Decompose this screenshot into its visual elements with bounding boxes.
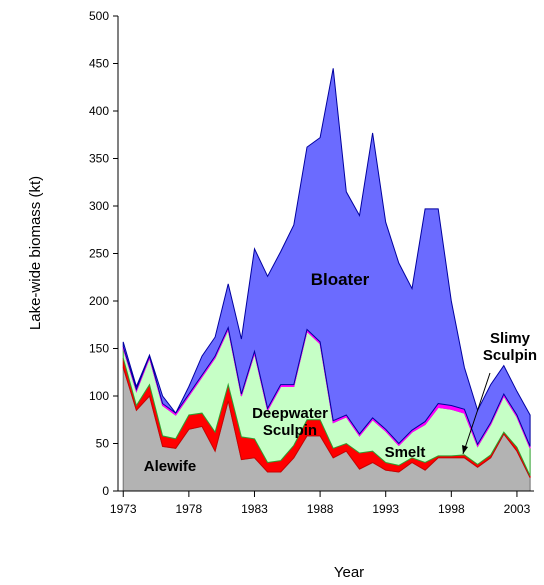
x-tick-label: 1973 (110, 502, 137, 516)
y-tick-label: 350 (89, 152, 109, 166)
x-tick-label: 1978 (176, 502, 203, 516)
series-label: Smelt (384, 444, 426, 461)
y-tick-label: 450 (89, 57, 109, 71)
y-tick-label: 300 (89, 199, 109, 213)
series-label: Slimy Sculpin (482, 330, 538, 364)
y-tick-label: 500 (89, 9, 109, 23)
y-tick-label: 0 (102, 484, 109, 498)
arrow-head (462, 445, 468, 454)
y-tick-label: 100 (89, 389, 109, 403)
x-tick-label: 1988 (307, 502, 334, 516)
x-tick-label: 1993 (372, 502, 399, 516)
y-tick-label: 250 (89, 247, 109, 261)
annotation-arrow (462, 372, 491, 455)
y-tick-label: 400 (89, 104, 109, 118)
x-axis-title: Year (334, 564, 364, 581)
y-tick-label: 200 (89, 294, 109, 308)
x-tick-label: 1998 (438, 502, 465, 516)
y-axis-title: Lake-wide biomass (kt) (27, 176, 44, 330)
x-tick-label: 1983 (241, 502, 268, 516)
series-label: Alewife (143, 458, 197, 475)
y-tick-label: 150 (89, 342, 109, 356)
x-tick-label: 2003 (504, 502, 531, 516)
series-label: Deepwater Sculpin (252, 405, 328, 439)
area (122, 68, 531, 447)
y-tick-label: 50 (96, 437, 110, 451)
series-label: Bloater (310, 270, 370, 289)
